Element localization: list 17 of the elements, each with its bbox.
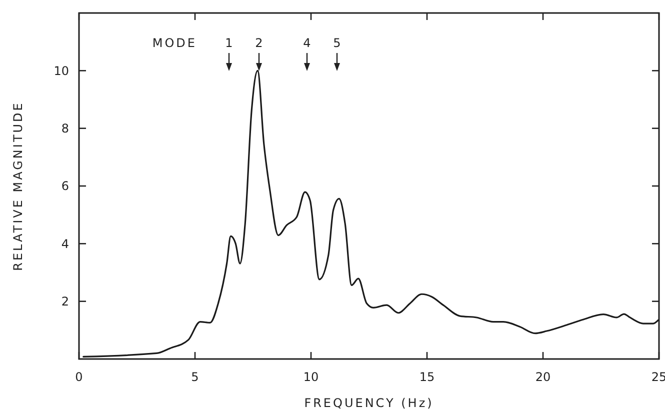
y-tick-label: 6 xyxy=(61,179,69,194)
x-tick-label: 0 xyxy=(75,370,83,384)
y-axis-title: RELATIVE MAGNITUDE xyxy=(11,101,25,271)
y-tick-label: 2 xyxy=(61,294,69,309)
x-axis-title: FREQUENCY (Hz) xyxy=(304,396,434,410)
y-tick-label: 4 xyxy=(61,236,69,251)
annotation: 4 xyxy=(303,36,311,50)
x-tick-label: 15 xyxy=(419,370,435,384)
annotation: 2 xyxy=(255,36,263,50)
annotation: MODE xyxy=(152,36,197,50)
annotation: 1 xyxy=(225,36,233,50)
y-tick-label: 10 xyxy=(54,64,69,78)
x-tick-label: 20 xyxy=(535,370,551,384)
x-tick-label: 5 xyxy=(191,370,199,384)
y-tick-label: 8 xyxy=(61,122,69,136)
annotation: 5 xyxy=(333,36,341,50)
x-tick-label: 10 xyxy=(303,370,319,384)
